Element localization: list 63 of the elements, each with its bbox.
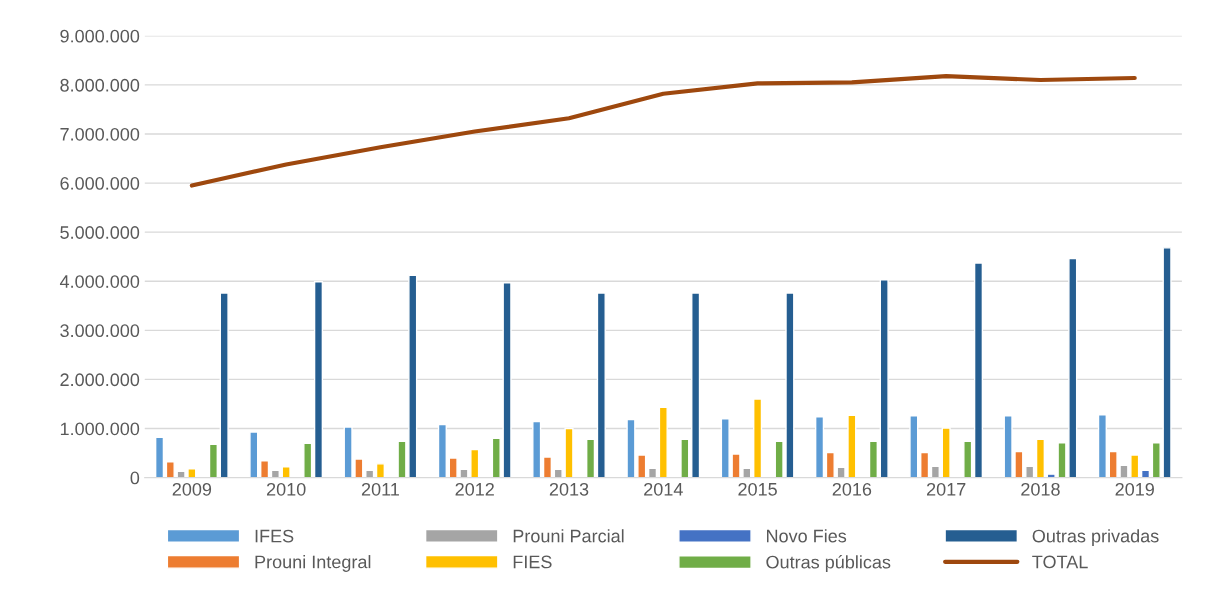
y-tick-label: 8.000.000 xyxy=(60,78,140,92)
x-tick-label: 2017 xyxy=(926,482,966,496)
bar xyxy=(909,415,919,478)
bar xyxy=(303,442,313,478)
bar xyxy=(1035,438,1046,478)
x-tick-label: 2019 xyxy=(1115,482,1154,496)
bar xyxy=(260,460,270,478)
bar xyxy=(208,443,218,478)
bar xyxy=(1025,465,1035,478)
bar xyxy=(680,438,690,478)
bar xyxy=(753,398,763,478)
x-tick-label: 2009 xyxy=(172,482,212,496)
y-tick-label: 1.000.000 xyxy=(60,422,140,436)
legend-label: Novo Fies xyxy=(767,529,847,543)
bar xyxy=(1097,414,1107,478)
bar xyxy=(825,451,835,478)
legend-label: Prouni Integral xyxy=(255,555,371,572)
y-tick-label: 5.000.000 xyxy=(60,226,140,239)
bar xyxy=(973,262,984,478)
bar xyxy=(375,463,386,478)
bar xyxy=(647,467,658,478)
x-tick-label: 2013 xyxy=(549,482,589,496)
bar xyxy=(542,456,553,478)
bar xyxy=(165,461,175,478)
line-series xyxy=(189,73,1137,188)
x-tick-label: 2016 xyxy=(832,482,872,496)
bar xyxy=(814,416,825,478)
bar xyxy=(532,420,542,478)
x-tick-label: 2018 xyxy=(1021,482,1060,496)
bar xyxy=(920,451,930,478)
legend-label: FIES xyxy=(513,555,552,569)
bar xyxy=(281,466,291,478)
y-tick-label: 9.000.000 xyxy=(60,29,140,43)
bar xyxy=(313,281,324,478)
legend-label: TOTAL xyxy=(1032,555,1088,569)
x-tick-label: 2012 xyxy=(455,482,494,496)
legend-label: Outras privadas xyxy=(1032,529,1159,547)
y-tick-label: 7.000.000 xyxy=(60,127,140,141)
y-tick-label: 0 xyxy=(130,471,140,485)
bar xyxy=(930,465,940,478)
y-tick-label: 4.000.000 xyxy=(59,275,140,288)
x-tick-label: 2014 xyxy=(644,482,683,496)
bar xyxy=(219,292,229,478)
x-tick-label: 2010 xyxy=(266,482,306,496)
bar xyxy=(868,440,879,478)
y-tick-label: 6.000.000 xyxy=(60,177,140,190)
legend-label: Outras públicas xyxy=(766,555,891,573)
legend-label: Prouni Parcial xyxy=(513,529,624,543)
x-tick-label: 2011 xyxy=(361,482,399,496)
y-tick-label: 2.000.000 xyxy=(60,373,140,387)
x-tick-label: 2015 xyxy=(738,482,777,496)
bar xyxy=(585,438,596,478)
bar xyxy=(941,427,951,478)
bar xyxy=(879,279,889,478)
bar xyxy=(691,292,701,478)
legend-label: IFES xyxy=(255,529,294,543)
bar xyxy=(154,436,165,478)
bar xyxy=(249,431,259,478)
bar xyxy=(963,440,973,478)
y-tick-label: 3.000.000 xyxy=(60,324,140,338)
bar xyxy=(596,292,606,478)
bar xyxy=(437,423,447,478)
bar xyxy=(658,406,668,478)
